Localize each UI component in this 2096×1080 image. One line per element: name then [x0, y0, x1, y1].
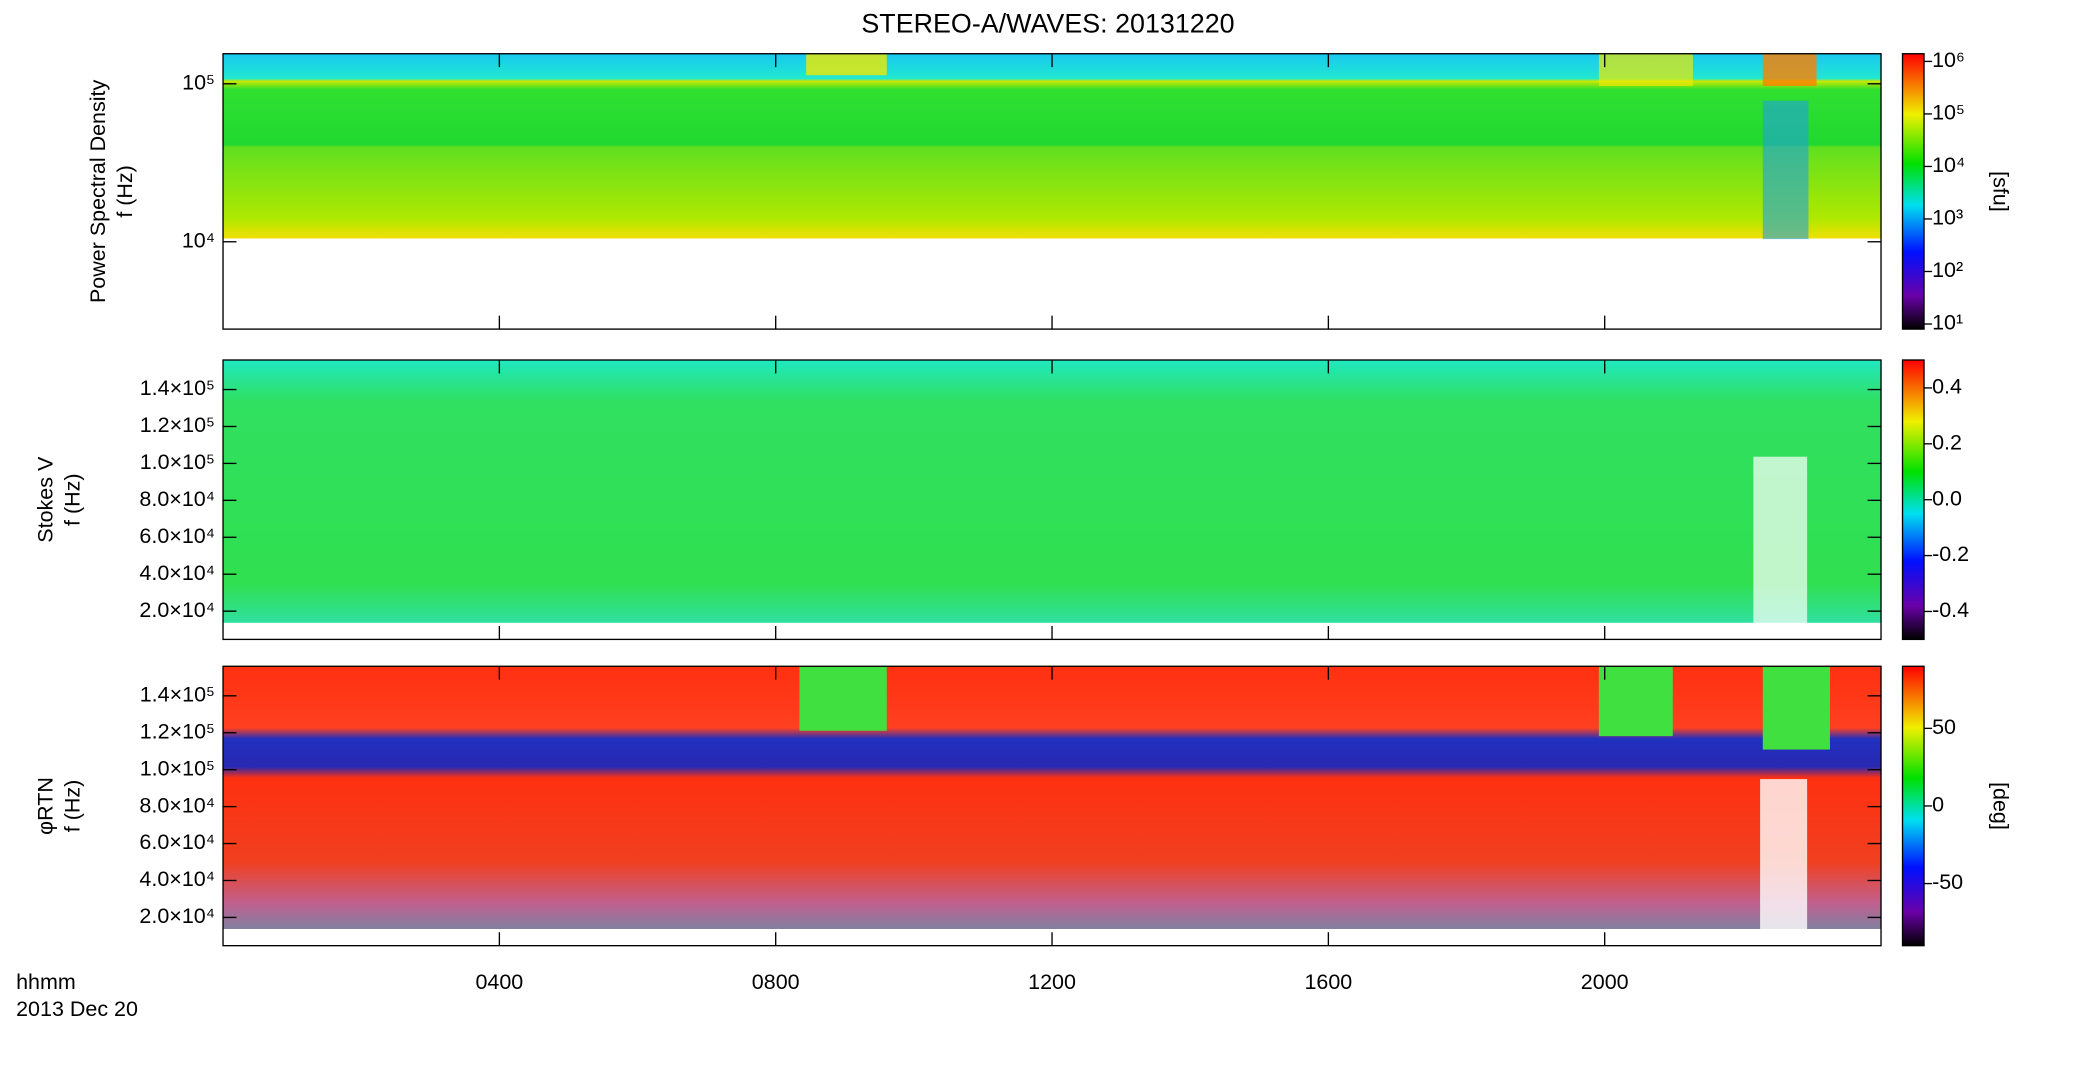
- y-axis-label: f (Hz): [61, 780, 85, 833]
- y-tick-label: 10⁵: [182, 70, 215, 94]
- x-tick-label: 0400: [475, 970, 523, 994]
- spectrogram-feature: [1760, 779, 1808, 933]
- y-tick-label: 8.0×10⁴: [139, 487, 215, 511]
- colorbar-tick-label: 10⁵: [1932, 101, 1965, 125]
- y-tick-label: 6.0×10⁴: [139, 524, 215, 548]
- y-tick-label: 4.0×10⁴: [139, 867, 215, 891]
- y-tick-label: 1.4×10⁵: [140, 376, 215, 400]
- spectrogram-feature: [806, 53, 887, 76]
- colorbar-tick-label: -0.2: [1932, 542, 1969, 566]
- colorbar-tick-label: 10⁶: [1932, 48, 1965, 72]
- colorbar-tick-label: 0.0: [1932, 486, 1962, 510]
- colorbar-tick-label: -0.4: [1932, 598, 1969, 622]
- colorbar-tick-label: 0.2: [1932, 430, 1962, 454]
- y-tick-label: 2.0×10⁴: [139, 904, 215, 928]
- colorbar-label: [sfu]: [1989, 171, 2013, 212]
- colorbar-tick-label: 0.4: [1932, 375, 1962, 399]
- colorbar: [1901, 665, 1925, 947]
- colorbar-tick-label: 10⁴: [1932, 153, 1965, 177]
- date-label: 2013 Dec 20: [16, 997, 138, 1021]
- colorbar-tick-label: -50: [1932, 870, 1963, 894]
- x-tick-label: 2000: [1581, 970, 1629, 994]
- y-tick-label: 10⁴: [182, 228, 215, 252]
- y-axis-label: Power Spectral Density: [86, 80, 110, 304]
- colorbar: [1901, 359, 1925, 641]
- y-tick-label: 1.0×10⁵: [140, 756, 215, 780]
- y-tick-label: 4.0×10⁴: [139, 561, 215, 585]
- x-tick-label: 1200: [1028, 970, 1076, 994]
- spectrogram-feature: [1762, 100, 1809, 240]
- spectrogram-feature: [1753, 456, 1808, 625]
- y-axis-label: φRTN: [34, 777, 58, 835]
- spectrogram-feature: [1598, 666, 1673, 737]
- x-tick-label: 0800: [752, 970, 800, 994]
- spectrogram-feature: [799, 666, 887, 731]
- spectrogram-image: [223, 53, 1882, 330]
- y-tick-label: 8.0×10⁴: [139, 793, 215, 817]
- spectrogram-feature: [1762, 666, 1830, 750]
- y-tick-label: 2.0×10⁴: [139, 598, 215, 622]
- x-axis-label: hhmm: [16, 970, 76, 994]
- colorbar-tick-label: 10²: [1932, 258, 1963, 282]
- colorbar-label: [deg]: [1989, 782, 2013, 830]
- y-axis-label: f (Hz): [61, 473, 85, 526]
- spectrogram-image: [223, 360, 1882, 640]
- y-tick-label: 6.0×10⁴: [139, 830, 215, 854]
- colorbar-tick-label: 0: [1932, 793, 1944, 817]
- y-tick-label: 1.2×10⁵: [140, 413, 215, 437]
- colorbar-tick-label: 10¹: [1932, 311, 1963, 335]
- spectrogram-feature: [1598, 53, 1693, 86]
- chart-title: STEREO-A/WAVES: 20131220: [861, 9, 1234, 39]
- y-tick-label: 1.4×10⁵: [140, 682, 215, 706]
- x-tick-label: 1600: [1304, 970, 1352, 994]
- colorbar-tick-label: 10³: [1932, 206, 1963, 230]
- y-tick-label: 1.0×10⁵: [140, 450, 215, 474]
- colorbar-tick-label: 50: [1932, 715, 1956, 739]
- colorbar: [1901, 53, 1925, 330]
- y-axis-label: Stokes V: [34, 456, 58, 543]
- y-tick-label: 1.2×10⁵: [140, 719, 215, 743]
- y-axis-label: f (Hz): [113, 165, 137, 218]
- spectrogram-feature: [1762, 53, 1817, 86]
